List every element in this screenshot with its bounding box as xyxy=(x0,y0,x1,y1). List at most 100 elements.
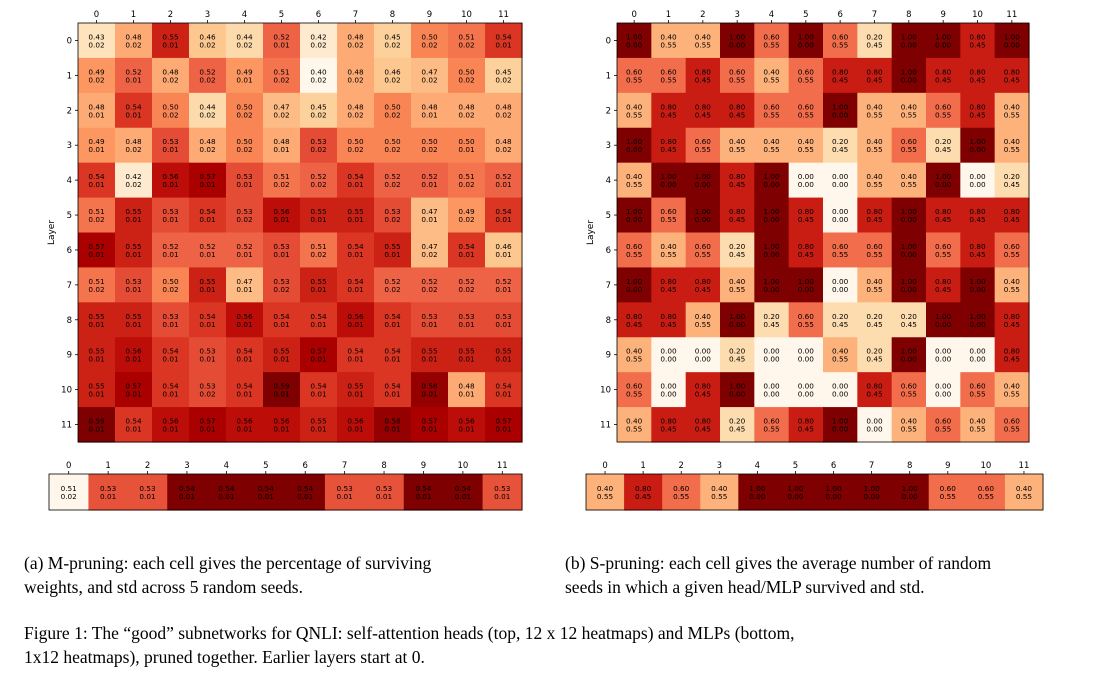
heatmap-cell xyxy=(823,57,858,94)
cell-mean-label: 0.60 xyxy=(729,67,746,76)
cell-std-label: 0.01 xyxy=(310,425,326,434)
cell-mean-label: 0.80 xyxy=(935,67,952,76)
heatmap-cell xyxy=(685,57,721,94)
heatmap-cell xyxy=(78,232,116,269)
x-tick-label: 11 xyxy=(498,10,509,20)
heatmap-cell xyxy=(720,57,755,94)
cell-mean-label: 0.80 xyxy=(695,382,712,391)
heatmap-cell xyxy=(754,197,790,234)
heatmap-cell xyxy=(78,267,116,303)
y-tick-label: 1 xyxy=(67,71,72,81)
heatmap-cell xyxy=(411,162,449,199)
cell-std-label: 0.01 xyxy=(458,425,474,434)
cell-std-label: 0.01 xyxy=(199,250,215,259)
cell-mean-label: 0.80 xyxy=(969,102,986,111)
cell-std-label: 0.01 xyxy=(384,355,400,364)
heatmap-cell xyxy=(994,57,1030,94)
heatmap-cell xyxy=(411,407,449,443)
cell-std-label: 0.55 xyxy=(901,390,917,399)
cell-mean-label: 0.51 xyxy=(273,67,289,76)
heatmap-cell xyxy=(482,474,523,511)
cell-std-label: 0.00 xyxy=(969,145,986,154)
cell-std-label: 0.01 xyxy=(125,110,141,119)
heatmap-cell xyxy=(926,23,961,59)
cell-mean-label: 1.00 xyxy=(902,484,919,493)
heatmap-cell xyxy=(852,474,892,511)
cell-mean-label: 0.48 xyxy=(347,102,364,111)
heatmap-cell xyxy=(374,337,412,373)
cell-std-label: 0.02 xyxy=(273,180,289,189)
heatmap-cell xyxy=(300,372,338,408)
cell-std-label: 0.00 xyxy=(695,215,712,224)
x-tick-label: 0 xyxy=(66,461,71,471)
heatmap-cell xyxy=(337,127,375,164)
cell-mean-label: 0.80 xyxy=(832,67,849,76)
cell-std-label: 0.45 xyxy=(901,320,917,329)
cell-mean-label: 0.80 xyxy=(695,67,712,76)
cell-std-label: 0.00 xyxy=(825,492,842,501)
heatmap-cell xyxy=(448,23,486,59)
cell-std-label: 0.45 xyxy=(798,250,814,259)
x-tick-label: 10 xyxy=(461,10,472,20)
cell-std-label: 0.01 xyxy=(162,250,178,259)
cell-std-label: 0.55 xyxy=(626,75,642,84)
cell-mean-label: 0.80 xyxy=(969,67,986,76)
cell-std-label: 0.02 xyxy=(162,75,178,84)
cell-mean-label: 0.40 xyxy=(1004,102,1021,111)
cell-mean-label: 0.60 xyxy=(832,32,849,41)
heatmap-cell xyxy=(651,407,687,443)
x-tick-label: 3 xyxy=(205,10,210,20)
cell-std-label: 0.01 xyxy=(162,355,178,364)
cell-std-label: 0.45 xyxy=(695,425,711,434)
cell-mean-label: 0.57 xyxy=(199,172,216,181)
cell-mean-label: 0.60 xyxy=(695,242,712,251)
cell-std-label: 0.02 xyxy=(88,285,104,294)
heatmap-cell xyxy=(754,23,790,59)
cell-std-label: 0.00 xyxy=(695,180,712,189)
cell-mean-label: 0.54 xyxy=(199,312,216,321)
heatmap-cell xyxy=(994,232,1030,269)
cell-std-label: 0.01 xyxy=(455,492,471,501)
x-tick-label: 4 xyxy=(755,461,760,471)
y-tick-label: 4 xyxy=(67,176,72,186)
x-tick-label: 1 xyxy=(666,10,671,20)
cell-std-label: 0.00 xyxy=(749,492,766,501)
heatmap-cell xyxy=(651,127,687,164)
cell-mean-label: 0.54 xyxy=(236,382,253,391)
cell-mean-label: 0.00 xyxy=(969,347,986,356)
heatmap-cell xyxy=(115,162,153,199)
cell-std-label: 0.55 xyxy=(832,355,848,364)
heatmap-cell xyxy=(88,474,129,511)
cell-std-label: 0.55 xyxy=(798,320,814,329)
cell-std-label: 0.01 xyxy=(236,320,252,329)
heatmap-cell xyxy=(617,57,652,94)
cell-mean-label: 0.52 xyxy=(421,277,437,286)
cell-mean-label: 0.42 xyxy=(310,32,326,41)
cell-mean-label: 0.48 xyxy=(495,137,512,146)
cell-std-label: 0.55 xyxy=(901,180,917,189)
cell-std-label: 0.02 xyxy=(88,215,104,224)
cell-std-label: 0.01 xyxy=(199,425,215,434)
cell-std-label: 0.45 xyxy=(660,285,676,294)
cell-mean-label: 0.44 xyxy=(236,32,253,41)
cell-mean-label: 0.20 xyxy=(729,347,746,356)
cell-std-label: 0.45 xyxy=(969,75,985,84)
heatmap-cell xyxy=(78,372,116,408)
heatmap-cell xyxy=(788,407,824,443)
cell-mean-label: 0.54 xyxy=(236,347,253,356)
heatmap-cell xyxy=(891,407,927,443)
cell-mean-label: 0.48 xyxy=(495,102,512,111)
heatmap-cell xyxy=(926,407,961,443)
heatmap-cell xyxy=(300,302,338,338)
cell-std-label: 0.45 xyxy=(969,215,985,224)
y-tick-label: 10 xyxy=(61,386,72,396)
cell-std-label: 0.45 xyxy=(935,285,951,294)
cell-mean-label: 0.80 xyxy=(660,277,677,286)
cell-mean-label: 0.54 xyxy=(384,312,401,321)
heatmap-cell xyxy=(926,302,961,338)
heatmap-cell xyxy=(788,162,824,199)
cell-mean-label: 0.00 xyxy=(935,382,952,391)
cell-std-label: 0.02 xyxy=(310,145,326,154)
cell-std-label: 0.01 xyxy=(199,355,215,364)
cell-std-label: 0.01 xyxy=(310,215,326,224)
